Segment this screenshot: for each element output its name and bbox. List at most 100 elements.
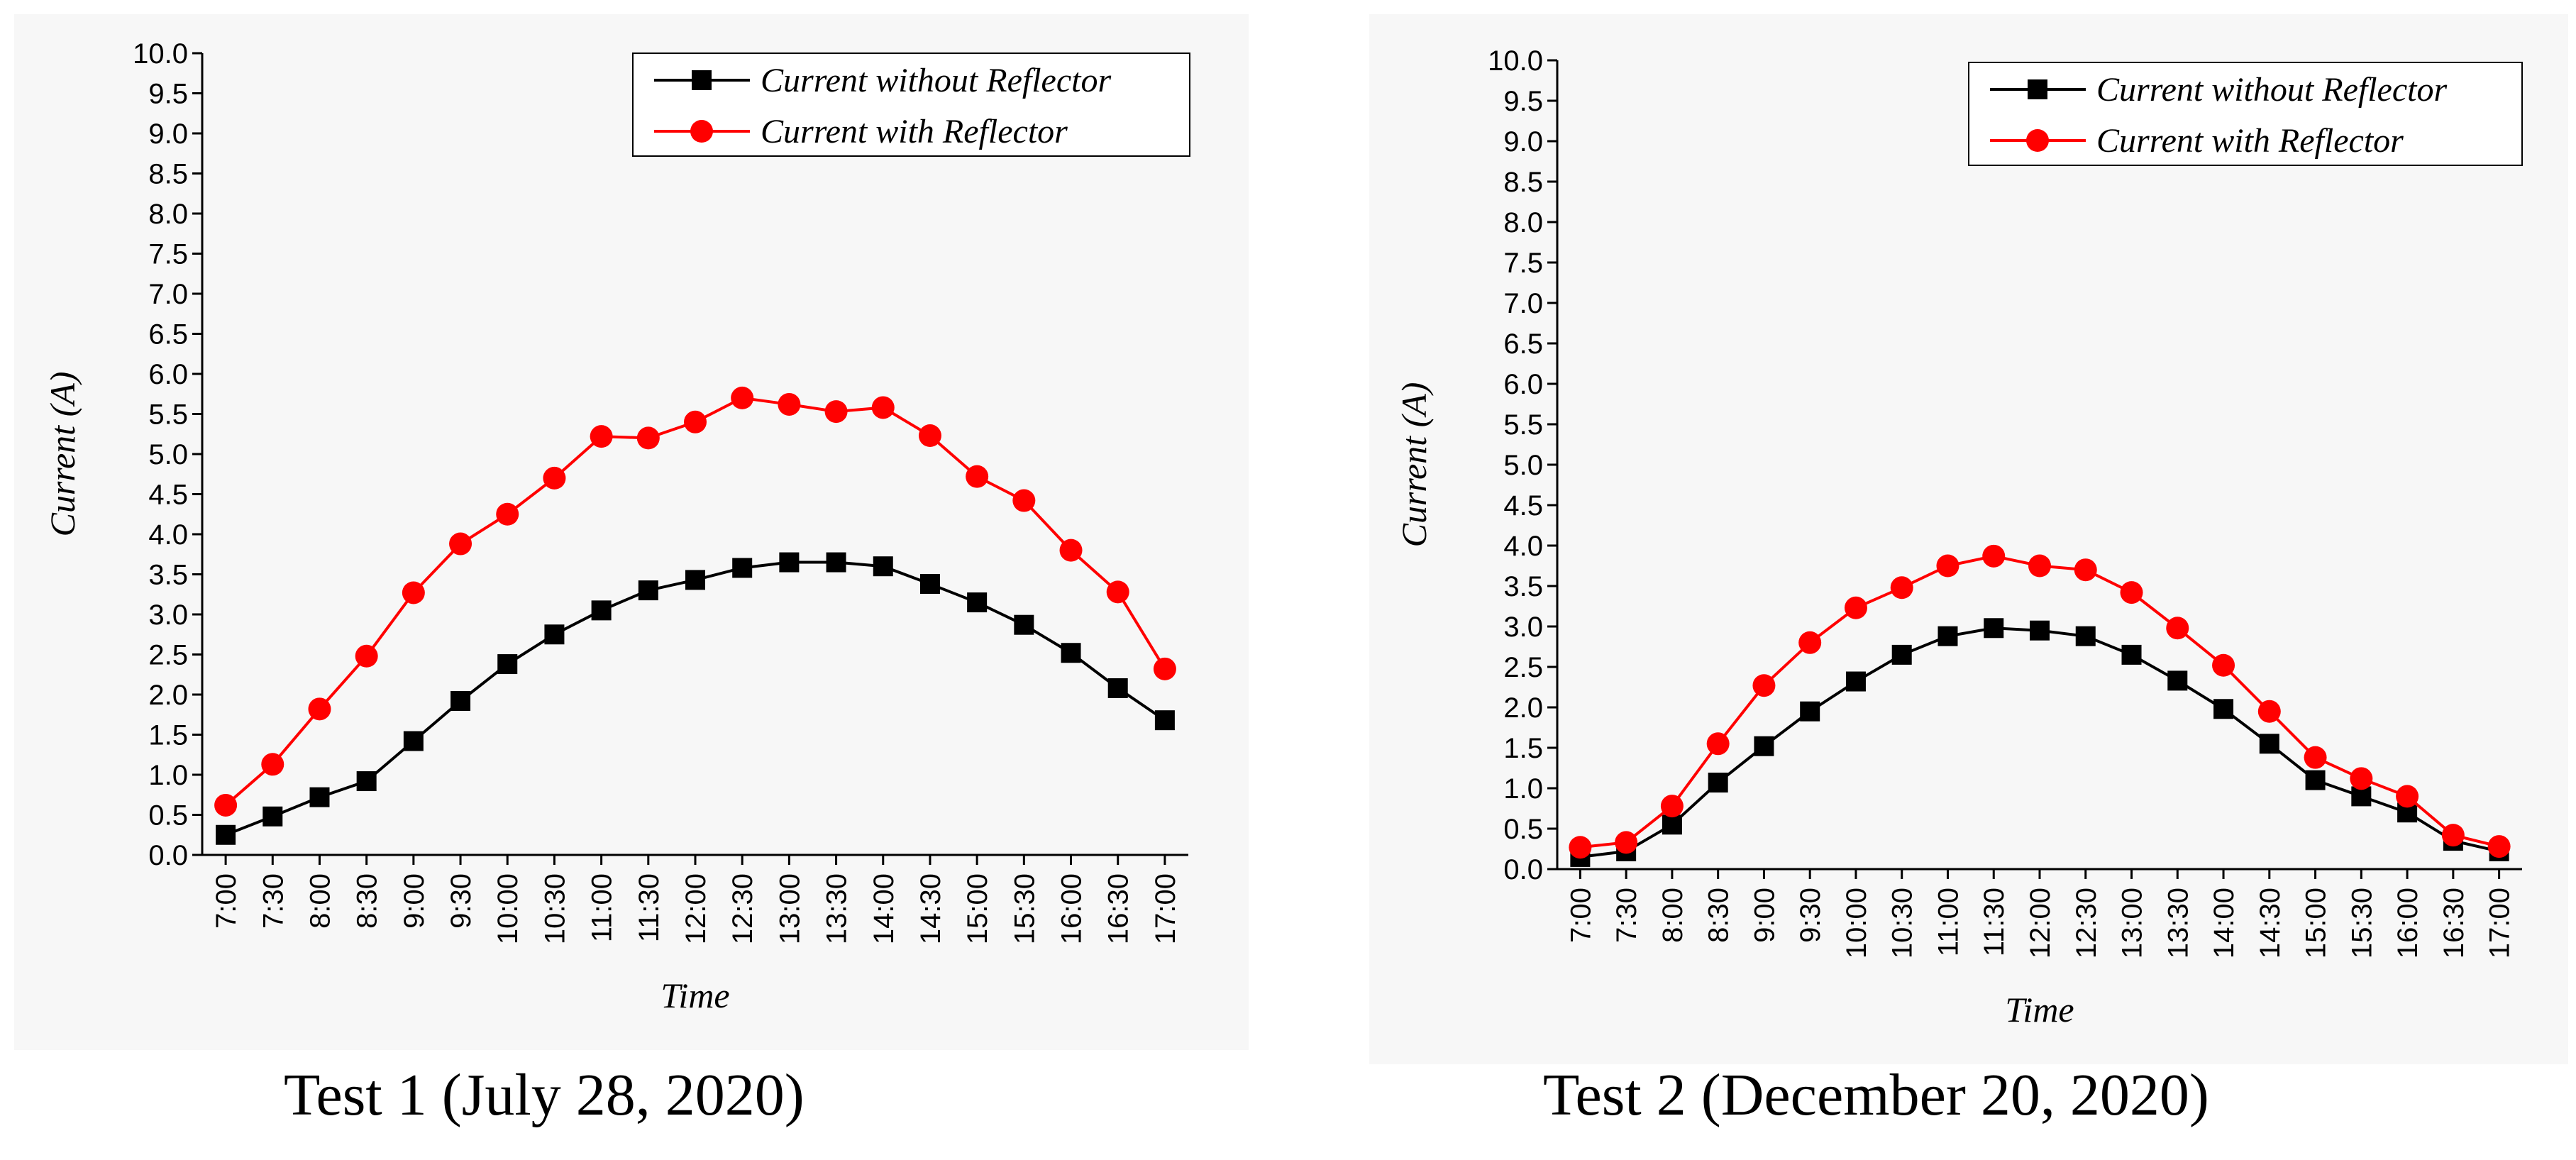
legend-label-1-1: Current without Reflector — [761, 62, 1112, 99]
x-tick-label-2: 7:00 — [1565, 888, 1596, 943]
data-point-2-2 — [1982, 544, 2006, 568]
series-line-1-2 — [224, 396, 1166, 807]
y-tick-label-1: 10.0 — [133, 38, 188, 70]
legend-box-1 — [632, 53, 1190, 157]
legend-marker-2-1 — [2028, 79, 2047, 99]
y-tick-label-2: 10.0 — [1488, 45, 1543, 77]
y-tick-label-1: 0.5 — [148, 800, 188, 832]
legend-box-2 — [1968, 62, 2523, 166]
x-tick-label-1: 7:00 — [211, 873, 242, 929]
x-tick-label-2: 16:30 — [2438, 888, 2470, 959]
data-point-2-1 — [1662, 814, 1682, 835]
data-point-1-1 — [1061, 643, 1081, 663]
x-tick-label-2: 8:30 — [1703, 888, 1735, 943]
data-point-1-1 — [967, 592, 988, 613]
x-axis-title-2: Time — [2005, 990, 2074, 1029]
y-tick-label-1: 8.5 — [148, 159, 188, 190]
x-tick-label-2: 10:30 — [1887, 888, 1918, 959]
x-tick-label-2: 16:00 — [2392, 888, 2423, 959]
x-tick-label-1: 10:30 — [539, 873, 570, 944]
data-point-1-2 — [966, 465, 989, 488]
legend-label-2-1: Current without Reflector — [2096, 71, 2448, 109]
data-point-2-1 — [1754, 736, 1774, 756]
y-tick-label-1: 7.0 — [148, 279, 188, 310]
x-tick-label-1: 7:30 — [258, 873, 289, 929]
data-point-2-2 — [2074, 558, 2097, 582]
x-tick-label-2: 7:30 — [1611, 888, 1642, 943]
y-tick-label-2: 2.5 — [1503, 652, 1543, 683]
x-tick-label-1: 15:30 — [1009, 873, 1040, 944]
data-point-2-1 — [2075, 626, 2096, 646]
y-tick-label-2: 6.0 — [1503, 369, 1543, 400]
data-point-2-2 — [2212, 653, 2235, 677]
y-tick-label-2: 0.0 — [1503, 854, 1543, 885]
y-tick-label-2: 2.0 — [1503, 692, 1543, 724]
data-point-1-2 — [590, 425, 613, 448]
data-point-1-2 — [308, 697, 331, 721]
legend-label-1-2: Current with Reflector — [761, 113, 1068, 150]
x-tick-label-2: 14:30 — [2255, 888, 2286, 959]
y-tick-label-1: 1.0 — [148, 760, 188, 791]
series-line-1-1 — [225, 560, 1166, 836]
y-tick-label-2: 7.0 — [1503, 288, 1543, 319]
data-point-1-1 — [262, 806, 283, 827]
y-axis-title-1: Current (A) — [43, 372, 82, 537]
data-point-1-1 — [638, 580, 658, 601]
x-tick-label-2: 17:00 — [2484, 888, 2516, 959]
x-tick-label-2: 12:00 — [2025, 888, 2056, 959]
data-point-2-2 — [2304, 746, 2327, 769]
data-point-2-2 — [2350, 767, 2373, 790]
y-tick-label-2: 3.0 — [1503, 612, 1543, 643]
data-point-2-2 — [2166, 617, 2189, 640]
data-point-1-1 — [497, 654, 518, 675]
x-tick-label-2: 8:00 — [1657, 888, 1688, 943]
x-tick-label-1: 8:00 — [304, 873, 336, 929]
data-point-2-2 — [1569, 836, 1592, 859]
data-point-2-2 — [1706, 732, 1730, 756]
chart-caption-test-2: Test 2 (December 20, 2020) — [1543, 1062, 2209, 1128]
data-point-1-1 — [356, 771, 377, 792]
data-point-2-1 — [1800, 701, 1820, 722]
data-point-2-1 — [1845, 671, 1866, 692]
data-point-1-2 — [261, 753, 284, 776]
x-tick-label-2: 13:30 — [2162, 888, 2194, 959]
data-point-1-2 — [731, 386, 754, 409]
y-tick-label-1: 6.0 — [148, 359, 188, 390]
data-point-2-1 — [2167, 670, 2188, 691]
x-tick-label-2: 12:30 — [2071, 888, 2102, 959]
data-point-2-2 — [2441, 824, 2465, 847]
y-tick-label-2: 6.5 — [1503, 328, 1543, 360]
y-tick-label-2: 5.5 — [1503, 409, 1543, 441]
x-tick-label-2: 9:30 — [1795, 888, 1826, 943]
x-tick-label-2: 14:00 — [2209, 888, 2240, 959]
x-tick-label-1: 13:00 — [774, 873, 805, 944]
data-point-2-1 — [2213, 699, 2234, 719]
chart-panel-test-2: 0.0 0.5 1.0 1.5 2.0 2.5 3.0 3.5 4.0 4.5 5.0 5.5 6.0 6… — [1369, 14, 2568, 1064]
data-point-1-2 — [1059, 538, 1083, 562]
data-point-2-2 — [2257, 700, 2281, 723]
data-point-1-2 — [1106, 580, 1129, 604]
y-tick-label-1: 0.0 — [148, 840, 188, 871]
data-point-1-1 — [544, 624, 565, 645]
data-point-1-2 — [871, 396, 895, 419]
y-tick-label-1: 5.0 — [148, 439, 188, 470]
x-tick-label-1: 12:00 — [680, 873, 712, 944]
data-point-1-2 — [402, 581, 425, 604]
data-point-1-1 — [779, 552, 800, 573]
y-tick-label-2: 8.0 — [1503, 207, 1543, 238]
x-tick-label-1: 13:30 — [822, 873, 853, 944]
data-point-1-1 — [216, 824, 236, 845]
y-tick-label-2: 8.5 — [1503, 167, 1543, 198]
x-tick-label-2: 15:30 — [2346, 888, 2377, 959]
data-point-1-2 — [684, 410, 707, 433]
data-point-2-1 — [2121, 644, 2142, 665]
data-point-1-1 — [591, 600, 612, 621]
data-point-1-2 — [824, 400, 848, 424]
data-point-1-1 — [1107, 678, 1128, 698]
y-tick-label-2: 7.5 — [1503, 248, 1543, 279]
x-tick-label-2: 10:00 — [1841, 888, 1872, 959]
data-point-2-1 — [2030, 620, 2050, 641]
data-point-2-2 — [2396, 785, 2419, 808]
data-point-1-1 — [450, 691, 471, 712]
x-tick-label-2: 11:30 — [1979, 888, 2010, 956]
